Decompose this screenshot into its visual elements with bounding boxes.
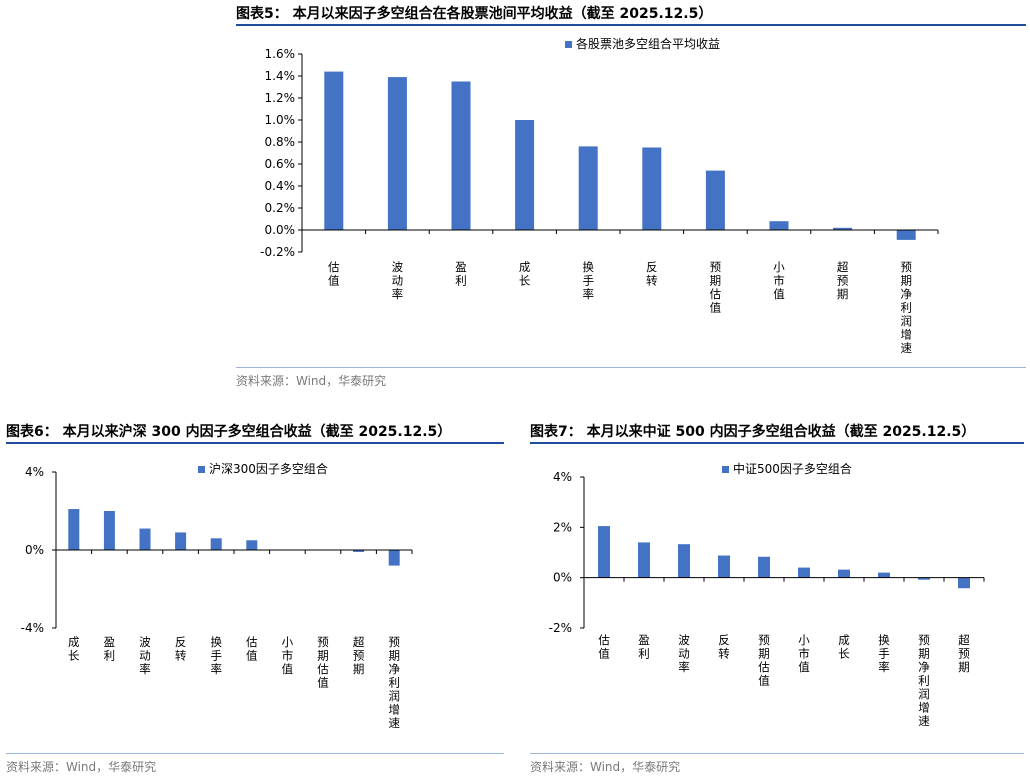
fig7-legend-swatch xyxy=(722,466,729,473)
fig7-bar xyxy=(678,544,690,578)
fig6-bar xyxy=(388,550,400,566)
fig7-bar xyxy=(918,577,930,580)
fig5-source: 资料来源：Wind，华泰研究 xyxy=(236,374,387,388)
fig7-y-tick-label: -2% xyxy=(549,621,572,635)
fig5-bar xyxy=(642,147,662,230)
fig7-bar xyxy=(718,555,730,578)
fig6-y-tick-label: 4% xyxy=(25,465,44,479)
fig5-category-label: 成长 xyxy=(519,260,531,288)
fig6-category-label: 盈利 xyxy=(104,635,116,663)
fig6-source: 资料来源：Wind，华泰研究 xyxy=(6,760,157,774)
fig5-title-rule xyxy=(236,24,1026,26)
fig5-bar xyxy=(896,230,916,240)
fig6-bar xyxy=(210,538,222,550)
fig7-bar xyxy=(638,542,650,578)
fig5-bar xyxy=(769,221,789,230)
fig6-legend-swatch xyxy=(198,466,205,473)
fig5-bar xyxy=(324,71,344,230)
fig6-bar xyxy=(175,532,187,550)
fig5-bar xyxy=(451,81,471,230)
fig6-source-rule xyxy=(6,753,504,754)
fig5-category-label: 预期估值 xyxy=(710,260,722,315)
fig7-bar xyxy=(838,569,850,578)
fig5-category-label: 预期净利润增速 xyxy=(900,260,912,355)
fig5-y-tick-label: 1.2% xyxy=(265,91,296,105)
fig6-category-label: 估值 xyxy=(246,635,258,663)
fig7-title: 图表7： 本月以来中证 500 内因子多空组合收益（截至 2025.12.5） xyxy=(530,424,976,440)
fig6-category-label: 波动率 xyxy=(139,635,151,676)
fig7-bar xyxy=(758,556,770,578)
fig6-category-label: 超预期 xyxy=(353,635,365,676)
fig6-category-label: 成长 xyxy=(68,635,80,663)
fig6-category-label: 预期净利润增速 xyxy=(388,635,400,730)
fig7-category-label: 预期估值 xyxy=(758,633,770,688)
fig5-y-tick-label: 0.8% xyxy=(265,135,296,149)
fig5-category-label: 波动率 xyxy=(392,260,404,301)
fig5-bar xyxy=(833,227,853,230)
fig7-source: 资料来源：Wind，华泰研究 xyxy=(530,760,681,774)
fig5-source-rule xyxy=(236,367,1026,368)
fig5-category-label: 盈利 xyxy=(455,260,467,288)
fig6-bar xyxy=(103,511,115,550)
fig5-y-tick-label: -0.2% xyxy=(260,245,295,259)
fig5-category-label: 估值 xyxy=(328,260,340,288)
fig5-y-tick-label: 0.4% xyxy=(265,179,296,193)
fig7-title-rule xyxy=(530,442,1024,444)
fig5-y-tick-label: 1.6% xyxy=(265,47,296,61)
fig7-category-label: 换手率 xyxy=(878,633,890,674)
fig5-bar xyxy=(705,170,725,230)
fig7-category-label: 成长 xyxy=(838,633,850,661)
fig5-bar xyxy=(387,77,407,230)
fig5-y-tick-label: 0.6% xyxy=(265,157,296,171)
fig5-legend-label: 各股票池多空组合平均收益 xyxy=(576,36,720,51)
fig6-y-tick-label: 0% xyxy=(25,543,44,557)
fig6-y-tick-label: -4% xyxy=(21,621,44,635)
fig7-category-label: 反转 xyxy=(718,633,730,661)
fig5-category-label: 反转 xyxy=(646,260,658,288)
fig7-bar xyxy=(958,577,970,589)
fig5-category-label: 换手率 xyxy=(582,260,594,301)
fig6-title: 图表6： 本月以来沪深 300 内因子多空组合收益（截至 2025.12.5） xyxy=(6,424,452,440)
fig5-title: 图表5： 本月以来因子多空组合在各股票池间平均收益（截至 2025.12.5） xyxy=(236,6,713,22)
fig6-bar xyxy=(353,550,365,552)
fig7-source-rule xyxy=(530,753,1024,754)
fig6-title-rule xyxy=(6,442,504,444)
fig5-y-tick-label: 1.0% xyxy=(265,113,296,127)
fig6-legend-label: 沪深300因子多空组合 xyxy=(209,461,328,476)
fig7-category-label: 波动率 xyxy=(678,633,690,674)
fig5-category-label: 小市值 xyxy=(773,260,785,301)
fig7-bar xyxy=(878,572,890,578)
fig6-category-label: 换手率 xyxy=(210,635,222,676)
fig6-category-label: 小市值 xyxy=(282,635,294,676)
fig7-category-label: 估值 xyxy=(598,633,610,661)
fig7-bar xyxy=(798,567,810,578)
fig6-category-label: 预期估值 xyxy=(317,635,329,690)
fig7-y-tick-label: 0% xyxy=(553,571,572,585)
fig7-category-label: 预期净利润增速 xyxy=(918,633,930,728)
fig7-y-tick-label: 4% xyxy=(553,470,572,484)
fig7-category-label: 小市值 xyxy=(798,633,810,674)
fig6-category-label: 反转 xyxy=(175,635,187,663)
fig5-bar xyxy=(515,120,535,230)
fig5-legend-swatch xyxy=(565,41,572,48)
fig5-y-tick-label: 0.2% xyxy=(265,201,296,215)
fig7-category-label: 盈利 xyxy=(638,633,650,661)
fig7-legend-label: 中证500因子多空组合 xyxy=(733,461,852,476)
fig6-bar xyxy=(68,509,80,550)
fig6-bar xyxy=(139,528,151,550)
fig5-bar xyxy=(578,146,598,230)
fig6-bar xyxy=(246,540,258,550)
fig7-bar xyxy=(598,526,610,578)
fig7-category-label: 超预期 xyxy=(958,633,970,674)
fig5-category-label: 超预期 xyxy=(837,260,849,301)
fig5-y-tick-label: 0.0% xyxy=(265,223,296,237)
fig7-y-tick-label: 2% xyxy=(553,520,572,534)
fig5-y-tick-label: 1.4% xyxy=(265,69,296,83)
